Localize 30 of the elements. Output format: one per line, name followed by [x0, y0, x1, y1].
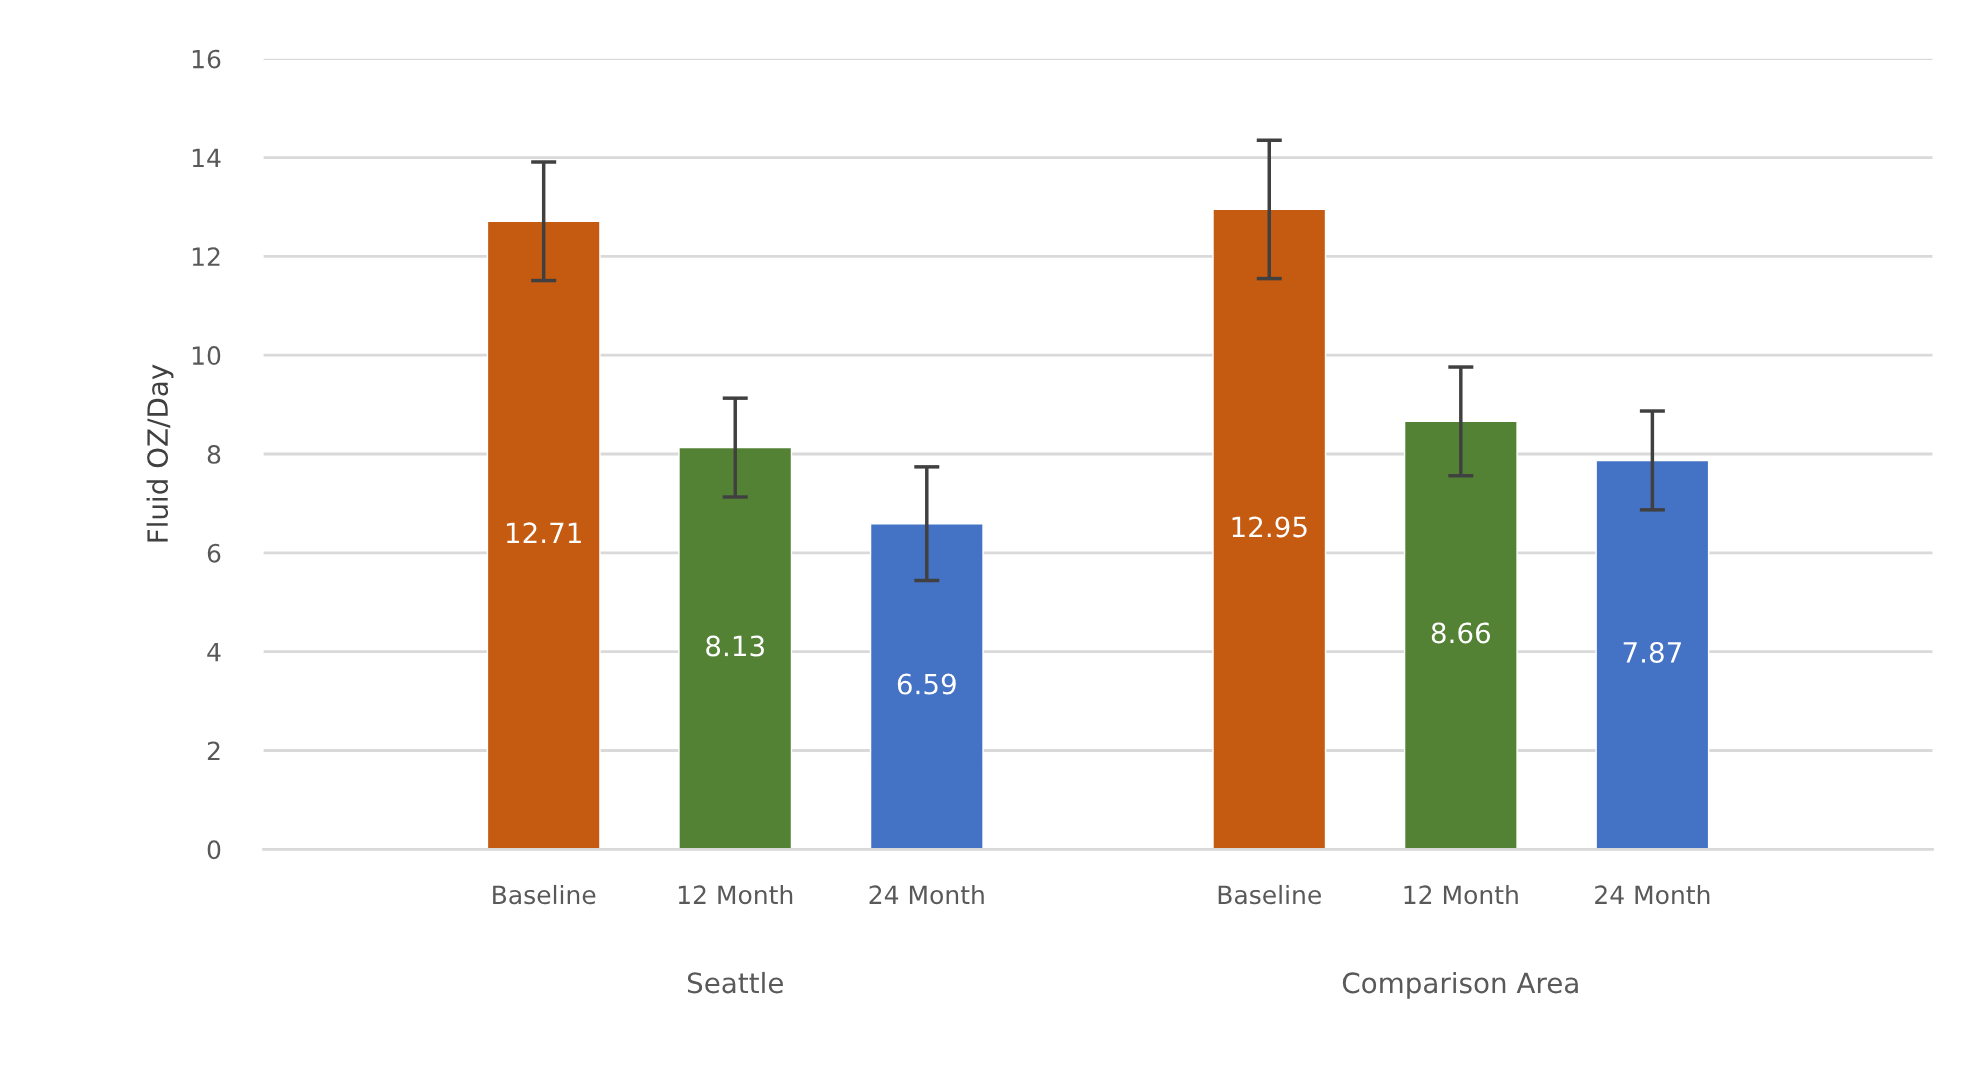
bar	[1403, 420, 1518, 850]
series-label: 12 Month	[678, 884, 793, 905]
text: Baseline	[1218, 884, 1321, 905]
series-label: 24 Month	[1595, 884, 1710, 905]
bar	[486, 220, 601, 850]
bar	[1595, 459, 1710, 850]
data-label: 6.59	[897, 673, 956, 695]
y-tick-label: 0	[207, 840, 221, 860]
bar	[678, 446, 793, 850]
y-tick-label: 10	[192, 346, 221, 366]
text: 24 Month	[869, 884, 984, 905]
y-tick-label: 16	[192, 49, 221, 69]
y-tick-label: 14	[192, 148, 221, 168]
text: 12 Month	[1404, 884, 1518, 905]
y-tick-label: 6	[207, 543, 221, 563]
x-tick-label: Comparison Area	[1342, 971, 1578, 999]
bar	[1212, 208, 1327, 850]
bar	[869, 522, 984, 850]
x-tick-label: Seattle	[687, 971, 783, 994]
data-label: 8.13	[706, 635, 764, 657]
y-axis-title: Fluid OZ/Day	[146, 364, 174, 542]
y-tick-label: 2	[207, 741, 220, 760]
data-label: 8.66	[1431, 622, 1490, 644]
data-label: 12.71	[506, 522, 581, 543]
y-tick-label: 12	[192, 247, 220, 266]
data-label: 12.95	[1232, 516, 1307, 538]
y-tick-label: 4	[207, 642, 221, 662]
series-label: Baseline	[493, 884, 596, 905]
data-label: 7.87	[1623, 641, 1681, 663]
y-tick-label: 8	[207, 444, 221, 464]
